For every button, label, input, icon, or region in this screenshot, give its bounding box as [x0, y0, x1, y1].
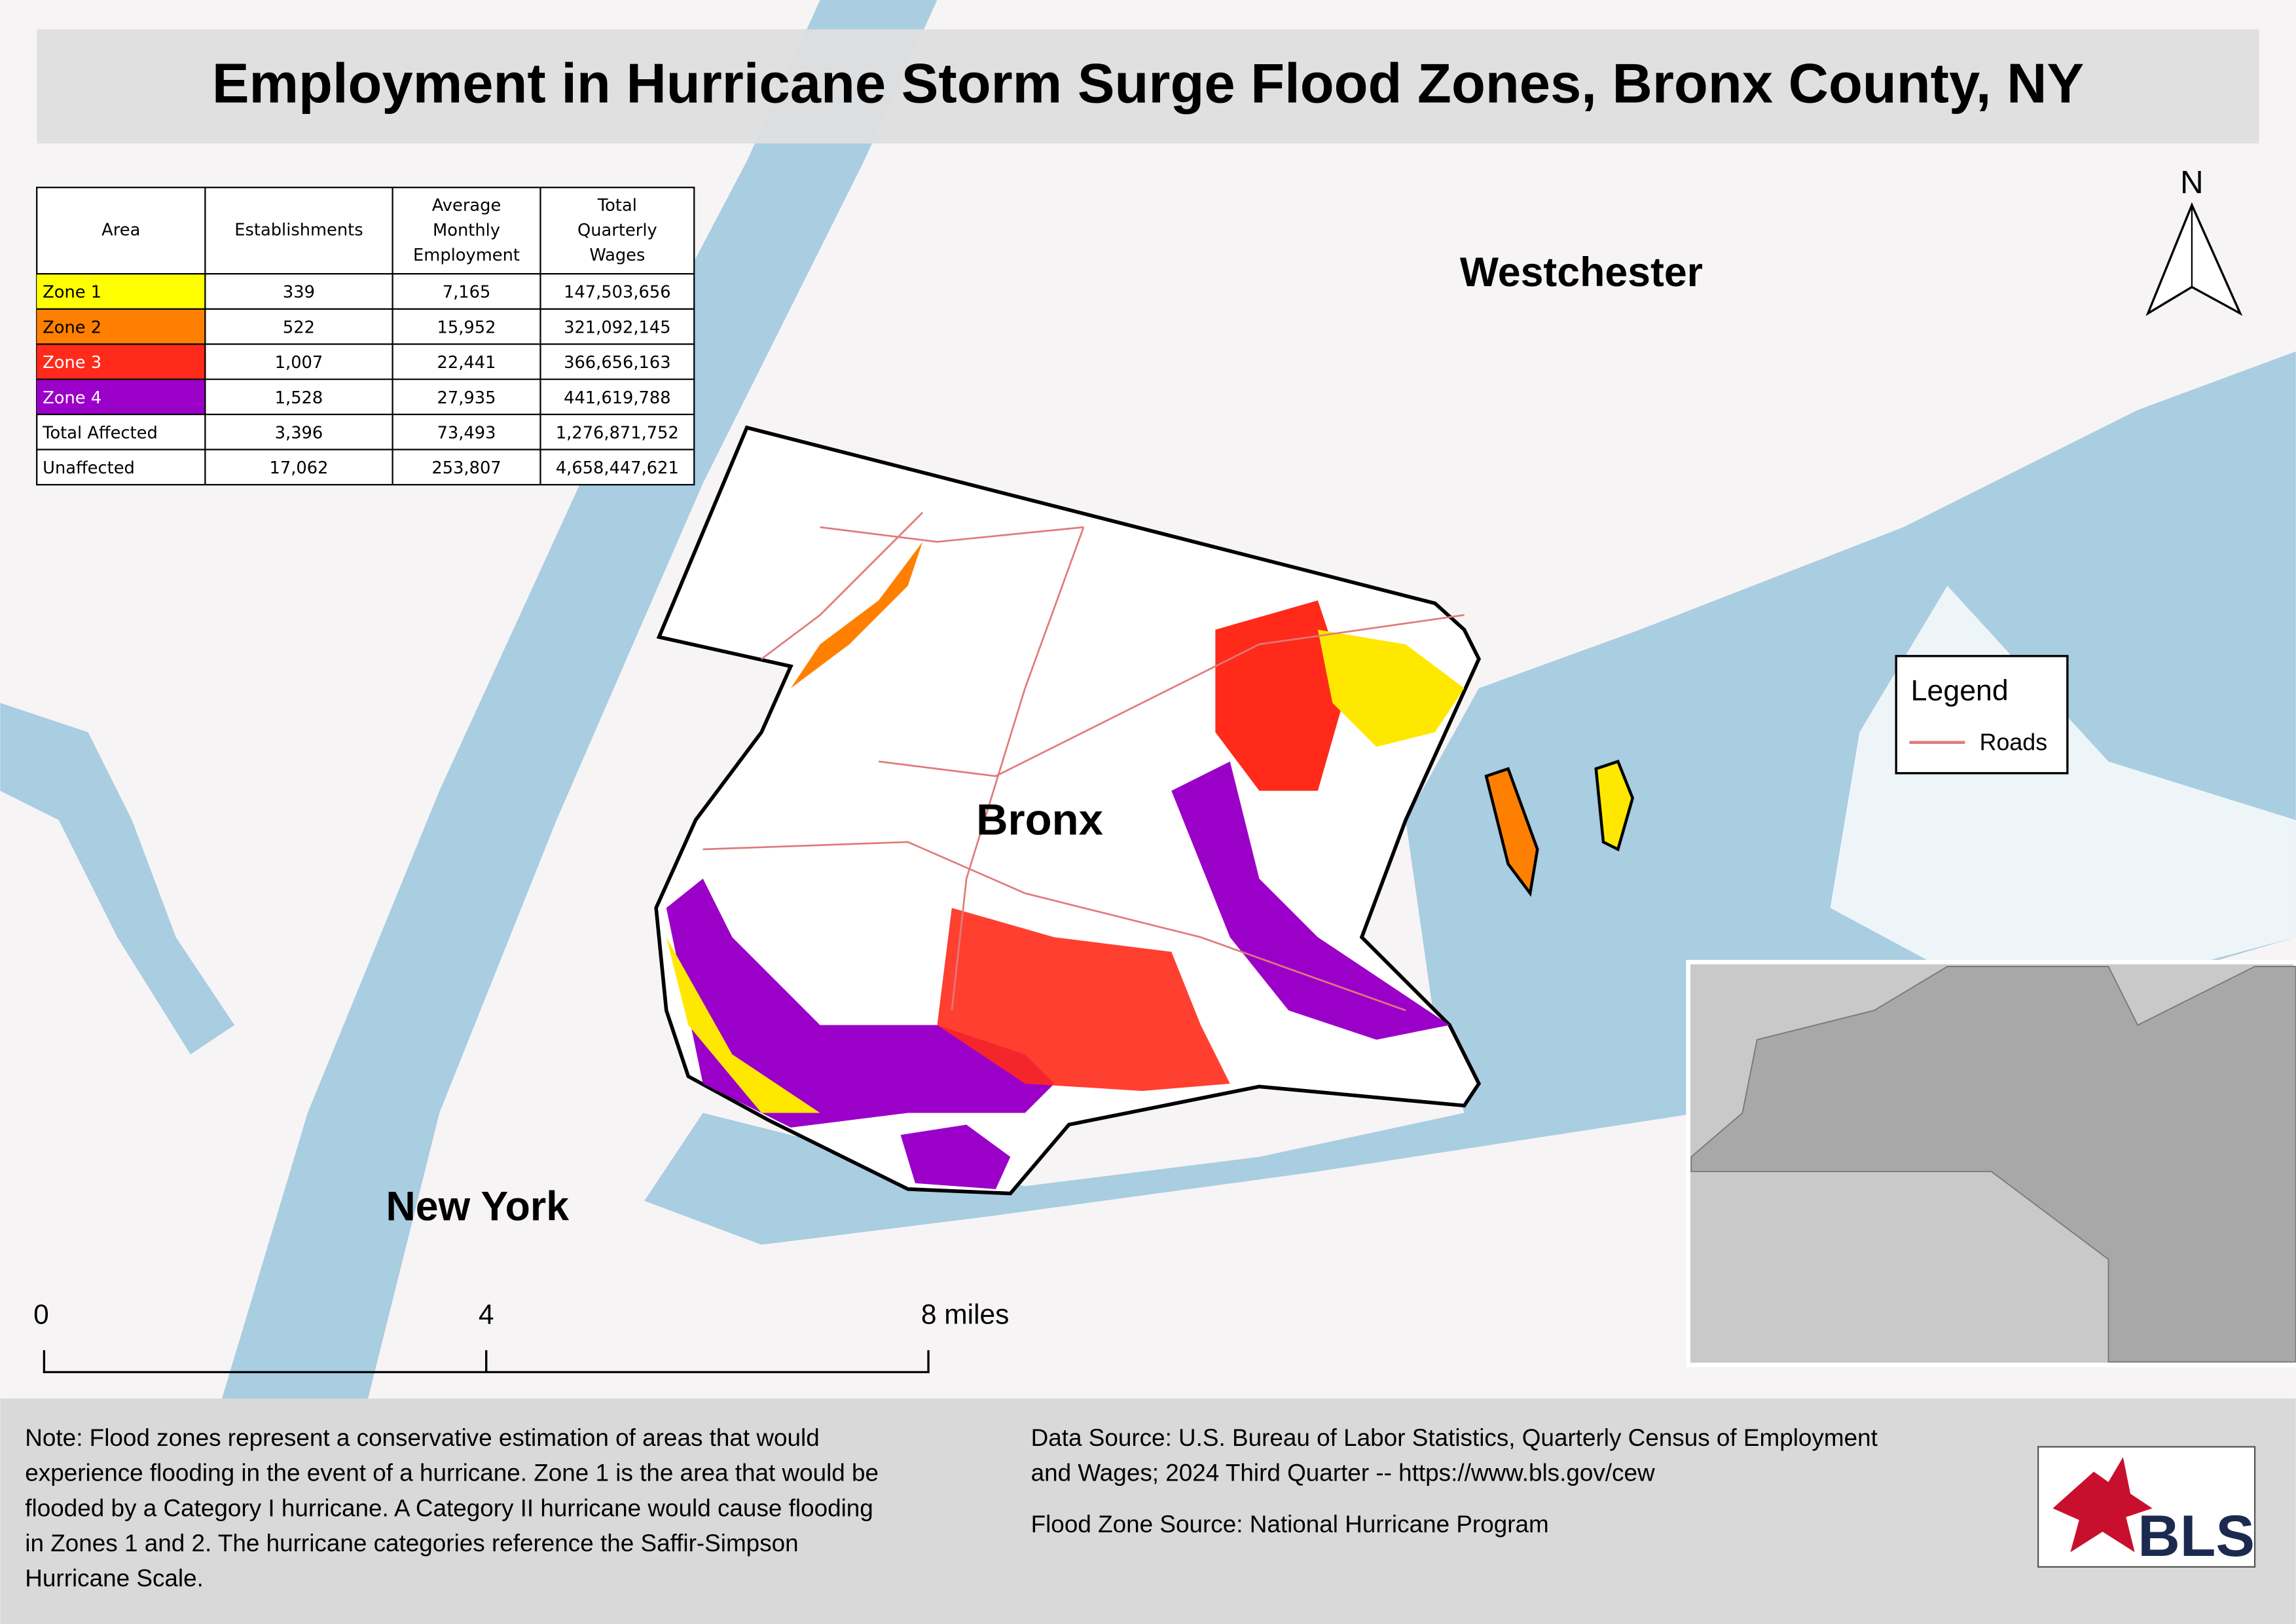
zone-3 — [937, 908, 1230, 1092]
column-header: Establishments — [234, 221, 363, 240]
flood-zones — [666, 542, 1635, 1189]
footer — [0, 1398, 2296, 1624]
zone-1 — [1594, 760, 1635, 852]
zone-swatch — [37, 344, 206, 380]
note-line: experience flooding in the event of a hu… — [25, 1460, 879, 1486]
logo-star — [2052, 1457, 2153, 1553]
zone-4 — [666, 878, 1055, 1128]
note-line: Hurricane Scale. — [25, 1565, 204, 1592]
note: Note: Flood zones represent a conservati… — [25, 1424, 879, 1592]
road — [878, 614, 1465, 777]
table-cell: 3,396 — [275, 423, 323, 443]
table-cell: 17,062 — [270, 458, 329, 478]
place-label: New York — [386, 1184, 570, 1230]
legend-box — [1895, 655, 2069, 775]
roads — [702, 511, 1465, 1012]
table-cell: 1,276,871,752 — [556, 423, 679, 443]
source-line: Data Source: U.S. Bureau of Labor Statis… — [1031, 1424, 1878, 1451]
river — [0, 703, 235, 1055]
scale-label: 4 — [479, 1300, 494, 1331]
inset-state — [1690, 966, 2296, 1363]
zone-swatch — [37, 308, 206, 344]
table-cell: 1,007 — [275, 353, 323, 373]
table-cell: 73,493 — [437, 423, 496, 443]
place-label: Bronx — [976, 795, 1103, 844]
north-label: N — [2180, 164, 2204, 200]
zone-1 — [1317, 629, 1465, 747]
zone-4 — [1171, 761, 1450, 1040]
row-label: Total Affected — [42, 423, 158, 443]
table-cell: 366,656,163 — [564, 353, 671, 373]
hudson-river — [219, 0, 938, 1406]
table-cell: 339 — [283, 283, 315, 303]
row-label: Zone 4 — [43, 388, 101, 408]
zone-4 — [900, 1124, 1011, 1189]
row-label: Zone 3 — [43, 353, 101, 373]
source-line: and Wages; 2024 Third Quarter -- https:/… — [1031, 1460, 1655, 1486]
zone-3 — [1215, 600, 1347, 791]
table: Area Establishments Average Monthly Employme… — [36, 187, 695, 486]
column-header: Area — [101, 221, 140, 240]
zone-1 — [666, 937, 820, 1113]
note-line: flooded by a Category I hurricane. A Cat… — [25, 1494, 873, 1521]
table-cell: 15,952 — [437, 318, 496, 337]
table-cell: 22,441 — [437, 353, 496, 373]
row-label: Unaffected — [43, 458, 135, 478]
scale-label: 0 — [33, 1300, 49, 1331]
title-box — [37, 29, 2259, 144]
scale-label: 8 miles — [921, 1300, 1010, 1331]
legend-title: Legend — [1911, 675, 2009, 707]
scale-bar — [43, 1350, 930, 1374]
table-cell: 27,935 — [437, 388, 496, 408]
zone-2 — [1484, 767, 1539, 897]
table-cell: 522 — [283, 318, 315, 337]
zone-swatch — [37, 379, 206, 415]
legend-item: Roads — [1980, 729, 2047, 755]
table-cell: 147,503,656 — [564, 283, 671, 303]
road — [951, 526, 1085, 1011]
table-cell: 1,528 — [275, 388, 323, 408]
source-line: Flood Zone Source: National Hurricane Pr… — [1031, 1511, 1549, 1538]
row-label: Zone 2 — [43, 318, 101, 337]
row-label: Zone 1 — [43, 283, 101, 303]
place-label: Westchester — [1460, 249, 1703, 295]
logo-text: BLS — [2138, 1503, 2255, 1568]
title: Employment in Hurricane Storm Surge Floo… — [212, 53, 2084, 115]
table-cell: 7,165 — [443, 283, 491, 303]
note-line: in Zones 1 and 2. The hurricane categori… — [25, 1530, 798, 1557]
column-header: Total Quarterly Wages — [577, 196, 657, 265]
road — [702, 841, 1406, 1012]
note-line: Note: Flood zones represent a conservati… — [25, 1424, 819, 1451]
zone-2 — [790, 542, 923, 689]
sources: Data Source: U.S. Bureau of Labor Statis… — [1031, 1424, 1878, 1538]
table-cell: 441,619,788 — [564, 388, 671, 408]
table-cell: 321,092,145 — [564, 318, 671, 337]
table-cell: 253,807 — [431, 458, 501, 478]
table-cell: 4,658,447,621 — [556, 458, 679, 478]
road — [761, 511, 1084, 660]
zone-swatch — [37, 274, 206, 309]
column-header: Average Monthly Employment — [413, 196, 520, 265]
